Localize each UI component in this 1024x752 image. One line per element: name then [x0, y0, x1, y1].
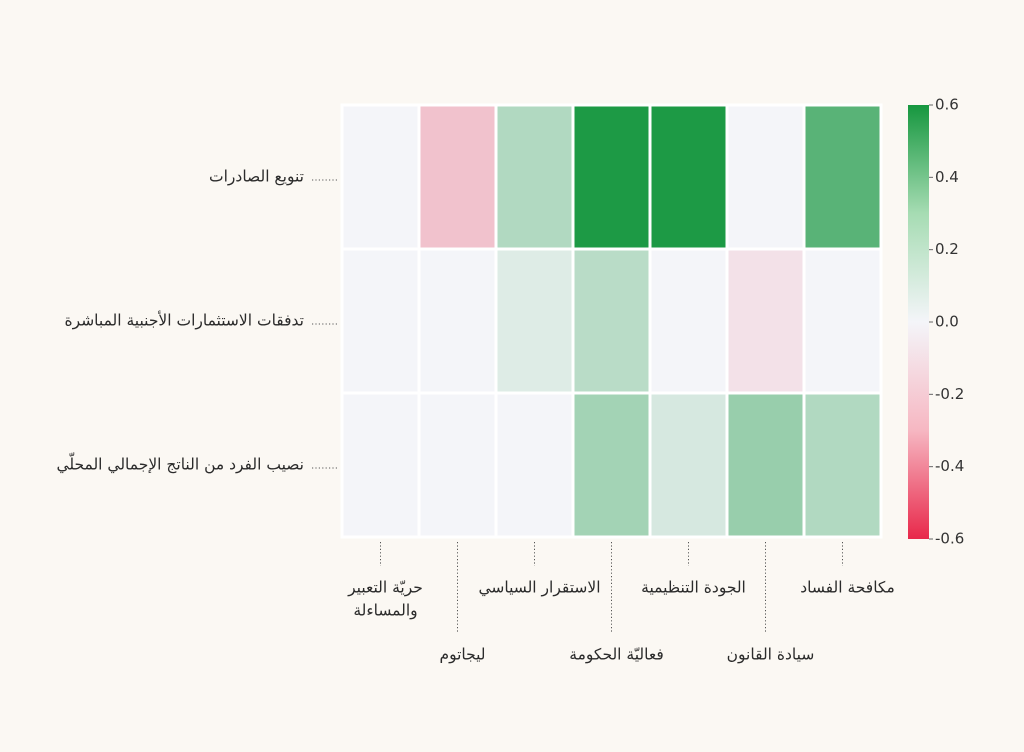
heatmap-cell: [417, 103, 498, 251]
column-label: حريّة التعبير: [347, 579, 423, 597]
column-label: ليجاتوم: [439, 646, 485, 664]
heatmap-cell: [571, 391, 652, 539]
colorbar-gradient: [908, 105, 929, 539]
row-label: تنويع الصادرات: [209, 168, 304, 187]
colorbar: 0.6 0.4 0.2 0.0 -0.2 -0.4 -0.6: [908, 96, 964, 548]
column-label: الاستقرار السياسي: [478, 579, 600, 598]
column-label: فعاليّة الحكومة: [569, 646, 663, 664]
heatmap-cell: [725, 391, 806, 539]
colorbar-tick-label: -0.2: [935, 385, 964, 403]
heatmap-cell: [494, 103, 575, 251]
row-label: نصيب الفرد من الناتج الإجمالي المحلّي: [56, 453, 304, 474]
heatmap-cell: [802, 247, 883, 395]
heatmap-cell: [725, 103, 806, 251]
heatmap-cell: [648, 103, 729, 251]
heatmap-cell: [340, 247, 421, 395]
colorbar-tick-label: 0.6: [935, 96, 959, 114]
heatmap-cell: [340, 391, 421, 539]
column-label: الجودة التنظيمية: [641, 579, 746, 597]
colorbar-tick-label: 0.2: [935, 240, 959, 258]
colorbar-tick-label: 0.0: [935, 313, 959, 331]
colorbar-tick-label: 0.4: [935, 168, 959, 186]
heatmap-cell: [802, 391, 883, 539]
heatmap-cell: [571, 103, 652, 251]
heatmap-cells: [340, 103, 883, 539]
heatmap-cell: [725, 247, 806, 395]
heatmap-cell: [494, 247, 575, 395]
colorbar-tick-label: -0.4: [935, 457, 964, 475]
row-labels: تنويع الصادرات تدفقات الاستثمارات الأجنبي…: [56, 168, 338, 475]
heatmap-cell: [417, 391, 498, 539]
heatmap-cell: [571, 247, 652, 395]
column-labels: حريّة التعبير والمساءلة ليجاتوم الاستقرار ا…: [347, 542, 895, 664]
heatmap-cell: [648, 391, 729, 539]
heatmap-cell: [802, 103, 883, 251]
heatmap-cell: [648, 247, 729, 395]
heatmap-cell: [494, 391, 575, 539]
row-label: تدفقات الاستثمارات الأجنبية المباشرة: [65, 311, 304, 330]
heatmap-cell: [417, 247, 498, 395]
column-label: سيادة القانون: [727, 646, 815, 664]
column-label: والمساءلة: [353, 602, 417, 621]
colorbar-tick-label: -0.6: [935, 530, 964, 548]
heatmap-cell: [340, 103, 421, 251]
column-label: مكافحة الفساد: [800, 579, 895, 597]
